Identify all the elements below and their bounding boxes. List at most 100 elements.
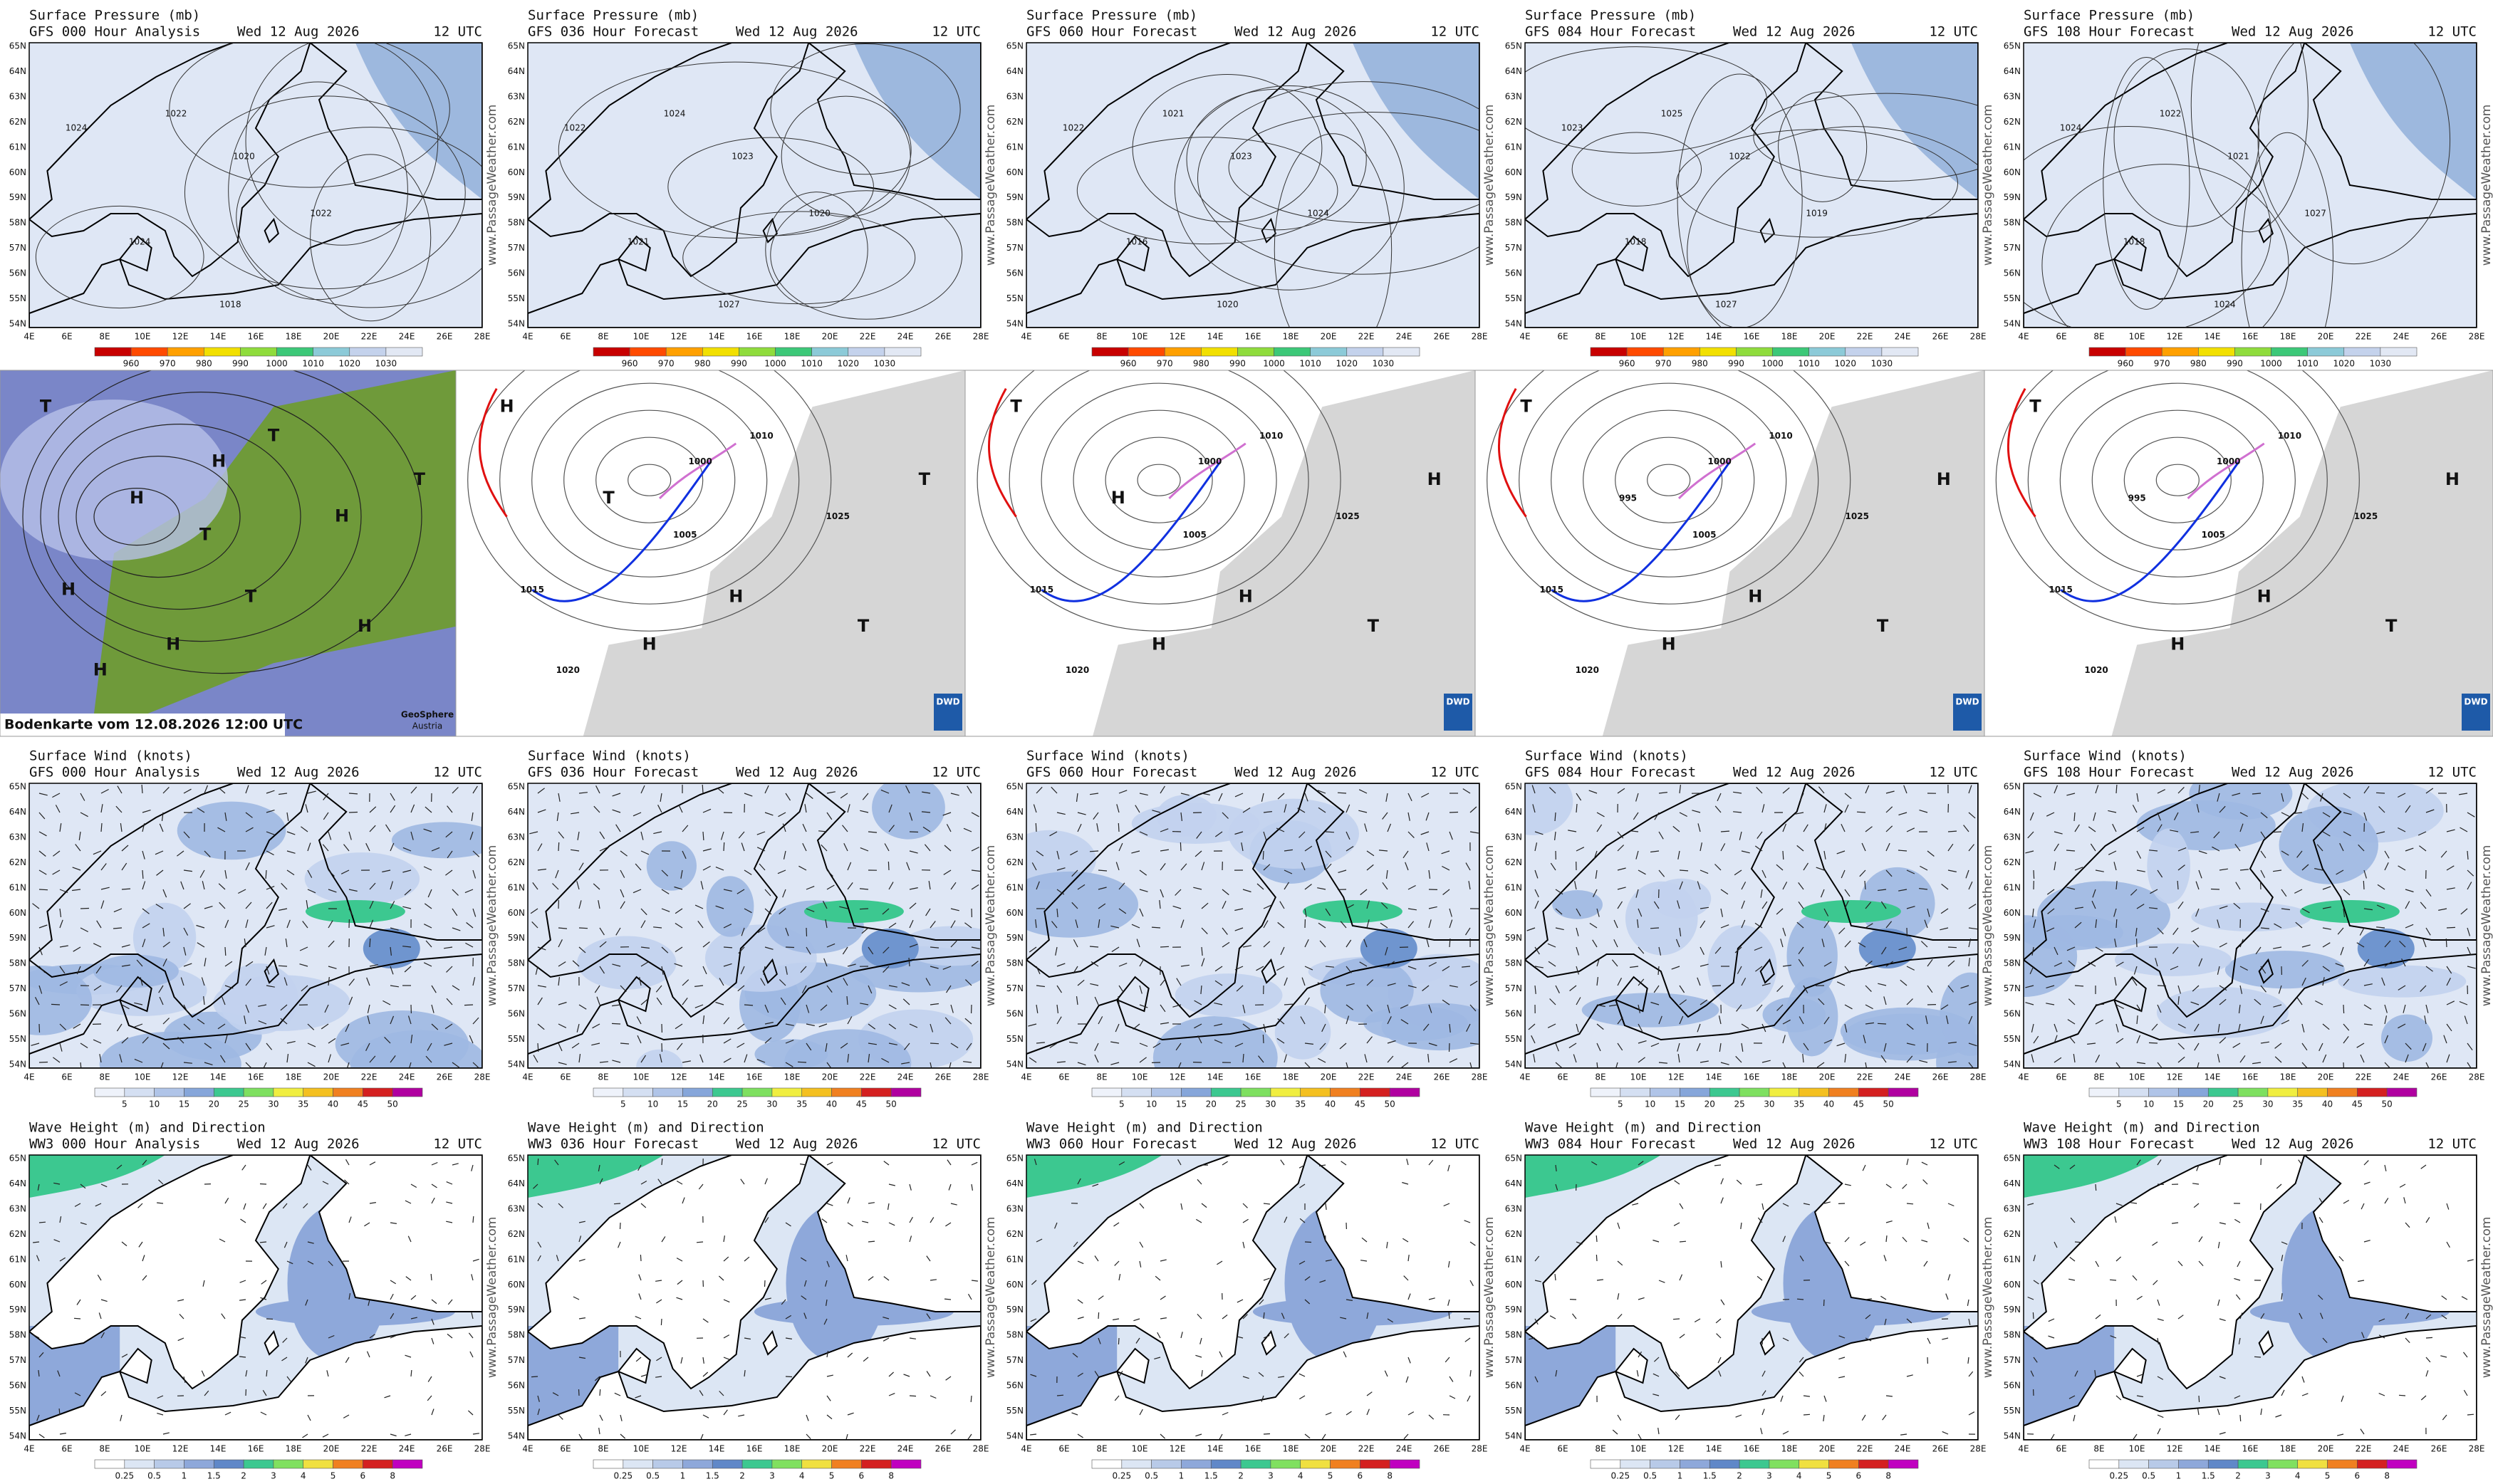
watermark: www.PassageWeather.com: [1482, 845, 1497, 1007]
wave-arrow: [1760, 1428, 1763, 1435]
wind-barb: [472, 1017, 479, 1025]
lat-label: 56N: [9, 268, 26, 278]
watermark: www.PassageWeather.com: [485, 105, 499, 266]
coastline: [264, 958, 279, 984]
wind-barb: [1234, 793, 1244, 798]
lon-label: 28E: [474, 1072, 491, 1082]
wave-arrow: [971, 1161, 978, 1166]
colorbar-label: 2: [1737, 1471, 1742, 1481]
colorbar-label: 970: [1157, 359, 1173, 369]
wind-barb: [100, 900, 105, 909]
wave-arrow: [1261, 1395, 1264, 1402]
wave-arrow: [806, 1433, 811, 1440]
wave-arrow: [1596, 1235, 1598, 1243]
colorbar-cell: [1151, 1087, 1182, 1097]
isobar: [169, 43, 450, 188]
wave-arrow: [2196, 1164, 2200, 1171]
wind-barb: [1865, 826, 1873, 832]
isobar: [2190, 43, 2309, 233]
wave-arrow: [1405, 1376, 1409, 1383]
wind-barb: [611, 1023, 621, 1025]
wind-barb: [1304, 793, 1308, 802]
wind-barb: [1844, 804, 1849, 813]
wind-barb: [2446, 1054, 2450, 1063]
wind-barb: [1947, 946, 1957, 949]
isobar: [2024, 126, 2271, 328]
wave-arrow: [699, 1433, 704, 1440]
wind-barb: [245, 862, 250, 871]
isobar: [1186, 88, 1367, 231]
wind-barb: [2194, 1043, 2200, 1051]
wave-arrow: [262, 1389, 267, 1396]
wave-arrow: [100, 1391, 107, 1396]
wind-barb: [2095, 869, 2104, 872]
wave-arrow: [1735, 1414, 1742, 1418]
wind-barb: [1836, 1043, 1846, 1047]
wind-barb: [785, 966, 788, 975]
colorbar-cell: [1274, 347, 1311, 357]
wave-arrow: [2193, 1203, 2200, 1208]
wave-arrow: [699, 1390, 704, 1396]
wind-barb: [446, 998, 453, 1005]
isobar: [22, 370, 422, 674]
wave-arrow: [1217, 1260, 1223, 1265]
wind-barb: [1549, 787, 1556, 794]
panel-title: Wave Height (m) and Direction: [1026, 1120, 1263, 1136]
wave-arrow: [655, 1280, 662, 1282]
lat-label: 64N: [1505, 1179, 1522, 1188]
wind-barb: [2054, 1035, 2058, 1044]
coastline: [2303, 43, 2477, 200]
wave-arrow: [1823, 1395, 1827, 1402]
colorbar-label: 35: [298, 1099, 308, 1109]
pressure-label: 1020: [1066, 665, 1089, 675]
wind-barb: [1263, 941, 1271, 948]
wind-barb: [2177, 1056, 2185, 1063]
wave-arrow: [1077, 1316, 1084, 1320]
wave-arrow: [2136, 1159, 2141, 1166]
wind-patch: [1786, 915, 1838, 997]
lat-label: 62N: [2004, 857, 2021, 867]
wind-barb: [1741, 919, 1746, 929]
wind-barb: [423, 828, 432, 832]
pressure-label: 1015: [1540, 585, 1563, 595]
wave-arrow: [1844, 1237, 1850, 1243]
wind-barb: [661, 908, 670, 912]
wind-barb: [1823, 961, 1832, 967]
wave-arrow: [1340, 1317, 1347, 1320]
wind-barb: [343, 844, 350, 852]
wind-barb: [2194, 1023, 2200, 1032]
wave-arrow: [2446, 1241, 2450, 1248]
wind-barb: [2343, 908, 2346, 917]
lat-label: 54N: [508, 1431, 525, 1441]
wind-barb: [177, 850, 184, 857]
wind-barb: [888, 861, 890, 871]
wind-barb: [1321, 1023, 1326, 1033]
wind-barb: [2149, 850, 2158, 852]
colorbar-cell: [273, 1087, 304, 1097]
isobar: [2091, 409, 2264, 550]
wind-barb: [598, 900, 600, 909]
wave-arrow: [2442, 1414, 2447, 1421]
wind-barb: [307, 790, 316, 794]
wind-barb: [537, 985, 546, 988]
watermark: www.PassageWeather.com: [1981, 1217, 1995, 1379]
wind-barb: [2260, 812, 2268, 819]
wind-barb: [279, 908, 288, 911]
wind-barb: [1679, 812, 1687, 817]
wind-barb: [1263, 904, 1272, 909]
wind-barb: [1325, 863, 1332, 871]
wind-barb: [1947, 843, 1954, 852]
wave-arrow: [2074, 1241, 2082, 1243]
wind-barb: [1718, 1015, 1722, 1025]
wind-barb: [529, 831, 538, 835]
lat-label: 56N: [2004, 1381, 2021, 1391]
wave-arrow: [1403, 1275, 1409, 1281]
wind-barb: [842, 946, 848, 955]
wind-barb: [423, 866, 432, 871]
lon-label: 24E: [399, 1072, 415, 1082]
colorbar-cell: [154, 1087, 184, 1097]
colorbar-cell: [1360, 1459, 1390, 1469]
wind-barb: [2234, 844, 2241, 852]
isobar-label: 1022: [2160, 109, 2182, 119]
